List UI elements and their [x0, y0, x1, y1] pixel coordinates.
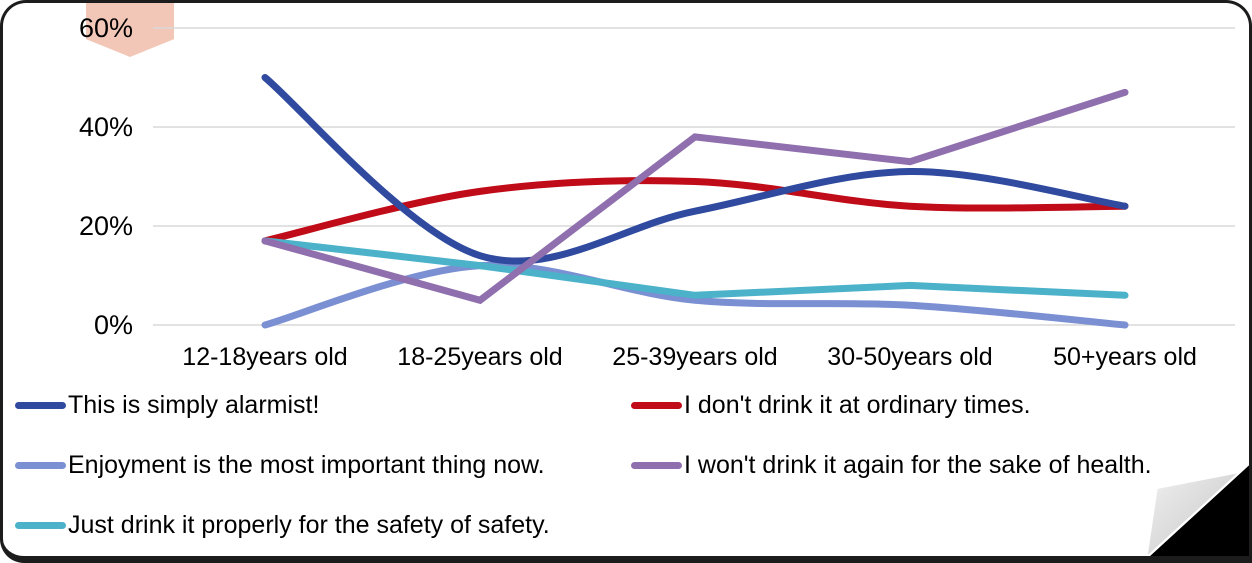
legend-label: Just drink it properly for the safety of… — [68, 510, 550, 539]
legend-swatch-icon — [631, 461, 682, 469]
y-axis-label: 60% — [78, 13, 133, 43]
legend-label: This is simply alarmist! — [68, 390, 320, 419]
x-axis-label: 18-25years old — [397, 343, 563, 371]
series-line-1 — [261, 177, 1129, 245]
series-line-4 — [261, 237, 1129, 299]
legend-swatch-icon — [15, 461, 66, 469]
series-line-0 — [261, 74, 1129, 265]
legend-label: Enjoyment is the most important thing no… — [68, 450, 545, 479]
series-line-3 — [261, 88, 1129, 305]
legend-label: I won't drink it again for the sake of h… — [684, 450, 1152, 479]
x-axis-label: 30-50years old — [827, 343, 993, 371]
y-axis-label: 20% — [78, 211, 133, 241]
x-axis-label: 25-39years old — [612, 343, 778, 371]
legend-item-3: I won't drink it again for the sake of h… — [631, 451, 1245, 480]
y-axis-label: 40% — [78, 112, 133, 142]
legend-item-0: This is simply alarmist! — [15, 391, 631, 420]
legend-label: I don't drink it at ordinary times. — [684, 390, 1031, 419]
y-axis-label: 0% — [93, 310, 133, 340]
legend-swatch-icon — [631, 401, 682, 409]
legend-item-2: Enjoyment is the most important thing no… — [15, 451, 631, 480]
chart-legend: This is simply alarmist! I don't drink it… — [15, 375, 1245, 555]
line-chart: 0% 20% 40% 60% 12-18years old 18-25years old… — [3, 3, 1249, 375]
x-axis-label: 50+years old — [1053, 343, 1197, 371]
legend-swatch-icon — [15, 401, 66, 409]
x-axis-label: 12-18years old — [182, 343, 348, 371]
plot-canvas — [153, 27, 1235, 329]
legend-swatch-icon — [15, 521, 66, 529]
legend-item-4: Just drink it properly for the safety of… — [15, 511, 631, 540]
series-line-2 — [261, 261, 1129, 329]
legend-item-1: I don't drink it at ordinary times. — [631, 391, 1245, 420]
